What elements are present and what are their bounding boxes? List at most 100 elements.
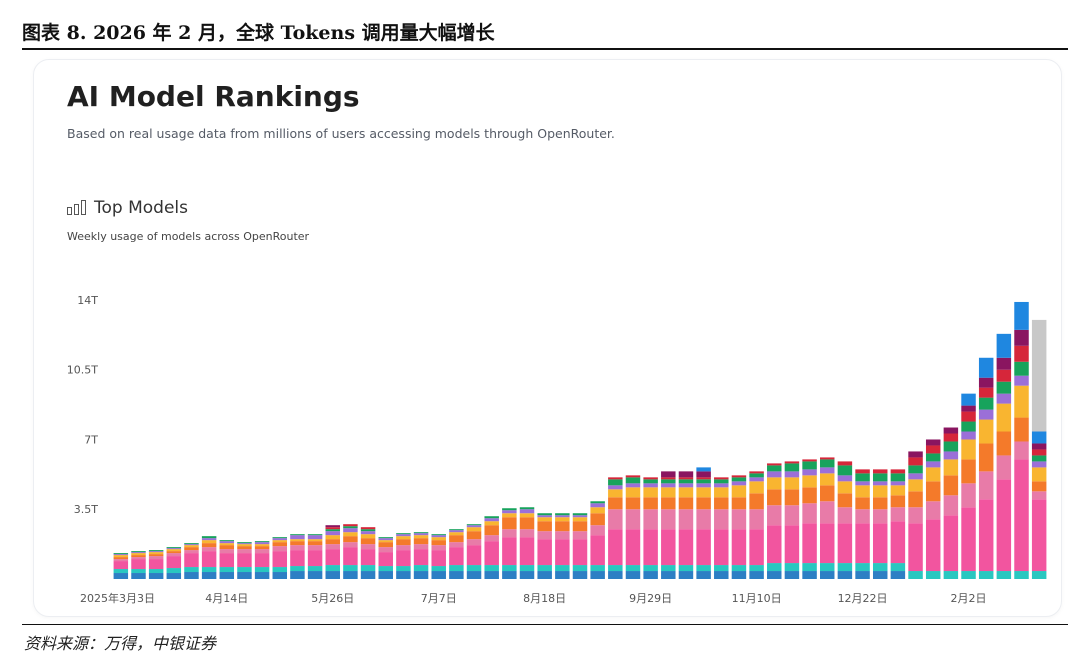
bar-stack: [537, 513, 552, 579]
bar-stack: [555, 513, 570, 579]
bar-segment: [431, 571, 446, 579]
bar-segment: [290, 571, 305, 579]
bar-segment: [237, 546, 252, 550]
bar-segment: [449, 532, 464, 536]
bar-segment: [290, 535, 305, 540]
bar-segment: [502, 571, 517, 579]
bar-segment: [378, 542, 393, 548]
bar-segment: [925, 571, 941, 579]
bar-segment: [307, 545, 323, 551]
y-tick-label: 10.5T: [67, 364, 98, 377]
bar-segment: [272, 537, 288, 539]
bar-segment: [272, 540, 288, 543]
x-tick-label: 11月10日: [732, 592, 782, 605]
bar-segment: [396, 550, 411, 567]
bar-segment: [502, 537, 517, 566]
bar-segment: [855, 485, 870, 498]
bar-segment: [1031, 571, 1047, 579]
bar-segment: [502, 517, 517, 530]
bar-segment: [378, 547, 393, 553]
bar-segment: [148, 559, 164, 570]
bar-segment: [537, 521, 552, 532]
bar-segment: [290, 550, 305, 567]
bar-segment: [254, 567, 270, 573]
x-tick-label: 5月26日: [311, 592, 354, 605]
bar-segment: [307, 566, 323, 572]
bar-segment: [131, 555, 146, 558]
bar-segment: [608, 565, 623, 572]
bar-segment: [307, 535, 323, 540]
bar-segment: [343, 542, 358, 548]
bar-segment: [360, 544, 376, 550]
bar-segment: [413, 571, 429, 579]
bar-stack: [290, 534, 305, 579]
bar-segment: [925, 461, 941, 468]
bar-segment: [996, 403, 1012, 432]
bar-segment: [784, 461, 800, 464]
bar-segment: [1014, 345, 1029, 362]
bar-segment: [254, 544, 270, 547]
bar-segment: [731, 509, 747, 530]
bar-segment: [1014, 459, 1029, 572]
bar-segment: [1031, 443, 1047, 450]
bar-segment: [872, 485, 888, 498]
bar-segment: [961, 571, 976, 579]
bar-segment: [325, 527, 340, 530]
bar-segment: [925, 453, 941, 462]
bar-segment: [820, 563, 835, 572]
bar-segment: [1014, 301, 1029, 330]
bar-segment: [1031, 467, 1047, 482]
bar-segment: [325, 525, 340, 528]
bar-segment: [661, 483, 676, 488]
bar-segment: [908, 507, 923, 524]
bar-segment: [113, 557, 129, 560]
bar-segment: [837, 493, 853, 508]
bar-segment: [820, 457, 835, 460]
y-tick-label: 7T: [84, 433, 98, 446]
bar-segment: [166, 551, 182, 554]
bar-segment: [325, 529, 340, 532]
bar-segment: [396, 534, 411, 537]
bar-segment: [802, 487, 817, 504]
bar-segment: [237, 549, 252, 554]
bar-segment: [784, 477, 800, 490]
bar-segment: [290, 566, 305, 572]
bar-segment: [131, 557, 146, 560]
bar-segment: [696, 571, 711, 579]
bar-stack: [343, 524, 358, 579]
bar-segment: [519, 509, 535, 514]
bar-segment: [413, 544, 429, 550]
bar-segment: [254, 553, 270, 568]
bar-stack: [272, 537, 288, 579]
bar-segment: [943, 459, 959, 476]
bar-segment: [343, 524, 358, 527]
bar-stack: [413, 532, 429, 579]
bar-segment: [572, 571, 588, 579]
bar-segment: [343, 547, 358, 566]
bar-segment: [396, 545, 411, 551]
bar-segment: [413, 565, 429, 572]
bar-segment: [484, 518, 499, 522]
bar-segment: [996, 381, 1012, 394]
bar-segment: [855, 523, 870, 564]
bar-segment: [837, 481, 853, 494]
bar-segment: [802, 461, 817, 470]
bar-segment: [925, 481, 941, 502]
y-tick-label: 14T: [77, 294, 98, 307]
bar-segment: [555, 539, 570, 566]
bar-segment: [678, 497, 694, 510]
bar-segment: [1031, 449, 1047, 456]
bar-segment: [749, 471, 764, 474]
bar-segment: [484, 516, 499, 519]
bar-segment: [131, 551, 146, 553]
bar-segment: [943, 495, 959, 516]
bar-segment: [431, 545, 446, 551]
bar-segment: [978, 571, 994, 579]
bar-segment: [590, 501, 605, 504]
bar-segment: [431, 566, 446, 572]
bar-segment: [908, 491, 923, 508]
bar-segment: [872, 571, 888, 579]
bar-stack: [696, 467, 711, 579]
bar-segment: [696, 565, 711, 572]
bar-segment: [148, 556, 164, 560]
